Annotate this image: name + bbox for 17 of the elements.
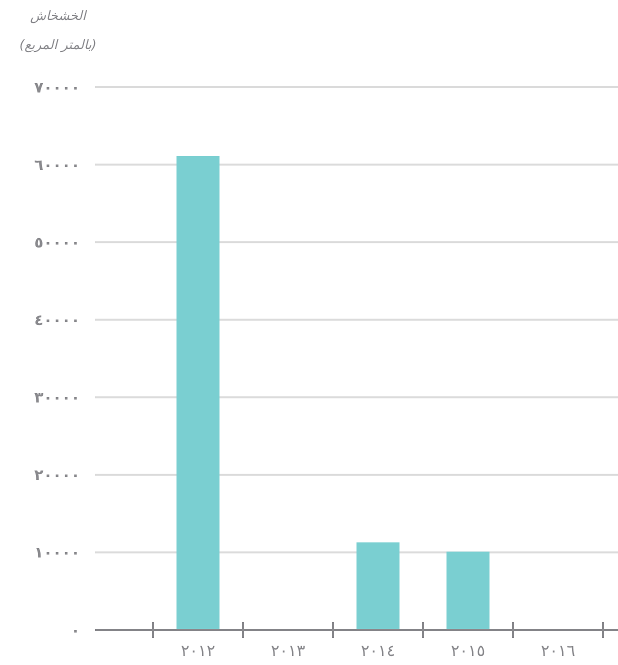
x-tick-label: ٢٠١٢ (180, 641, 216, 660)
y-tick-label: ٥٠٠٠٠ (34, 233, 80, 252)
y-tick-label: ٤٠٠٠٠ (34, 310, 80, 329)
x-tick-label: ٢٠١٤ (360, 641, 396, 660)
bar (356, 542, 400, 630)
y-tick-label: ٧٠٠٠٠ (34, 78, 80, 96)
x-tick-label: ٢٠١٦ (540, 641, 576, 660)
bar (176, 156, 220, 630)
y-tick-label: ١٠٠٠٠ (34, 544, 80, 562)
x-tick-label: ٢٠١٥ (450, 641, 486, 660)
y-tick-label: ٢٠٠٠٠ (34, 466, 80, 484)
y-axis-title: الخشخاش (بالمتر المربع) (19, 9, 97, 53)
y-tick-label: ٠ (70, 621, 80, 640)
x-tick-label: ٢٠١٣ (270, 641, 306, 660)
y-tick-label: ٦٠٠٠٠ (34, 156, 80, 174)
y-tick-label: ٣٠٠٠٠ (34, 388, 80, 407)
bar (446, 552, 490, 630)
